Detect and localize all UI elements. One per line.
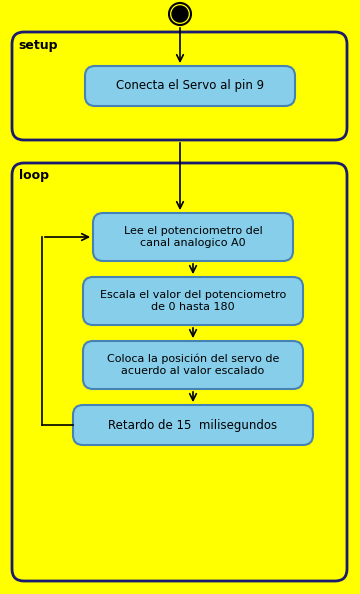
Text: Conecta el Servo al pin 9: Conecta el Servo al pin 9 (116, 80, 264, 93)
FancyBboxPatch shape (93, 213, 293, 261)
FancyBboxPatch shape (73, 405, 313, 445)
FancyBboxPatch shape (12, 163, 347, 581)
Text: Escala el valor del potenciometro
de 0 hasta 180: Escala el valor del potenciometro de 0 h… (100, 290, 286, 312)
FancyBboxPatch shape (85, 66, 295, 106)
Text: loop: loop (19, 169, 49, 182)
FancyBboxPatch shape (83, 277, 303, 325)
Text: Coloca la posición del servo de
acuerdo al valor escalado: Coloca la posición del servo de acuerdo … (107, 354, 279, 376)
Text: setup: setup (18, 39, 58, 52)
Text: Retardo de 15  milisegundos: Retardo de 15 milisegundos (108, 419, 278, 431)
FancyBboxPatch shape (12, 32, 347, 140)
Text: Lee el potenciometro del
canal analogico A0: Lee el potenciometro del canal analogico… (123, 226, 262, 248)
FancyBboxPatch shape (83, 341, 303, 389)
Circle shape (172, 6, 188, 22)
